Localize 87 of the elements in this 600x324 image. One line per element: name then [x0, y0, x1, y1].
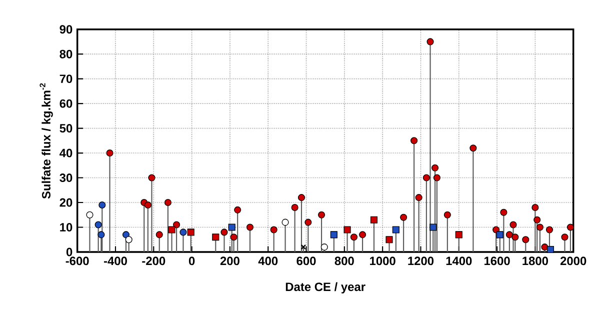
y-tick-label: 70 — [60, 74, 72, 84]
point — [400, 214, 408, 221]
point — [246, 224, 254, 231]
point — [330, 231, 338, 238]
point — [512, 234, 519, 241]
point — [300, 244, 306, 250]
point — [534, 216, 541, 224]
x-tick-label: 2000 — [560, 256, 586, 266]
x-tick-label: 1600 — [484, 256, 510, 266]
point — [94, 221, 102, 228]
point — [392, 226, 400, 234]
point — [298, 194, 306, 202]
point — [122, 231, 130, 238]
point — [106, 150, 114, 157]
point — [370, 216, 378, 224]
point — [234, 206, 242, 214]
point — [432, 164, 439, 172]
point — [410, 137, 418, 144]
point — [430, 224, 437, 231]
x-tick-label: -600 — [66, 256, 89, 266]
point — [148, 174, 156, 182]
y-tick-label: 30 — [60, 174, 72, 182]
x-tick-label: 800 — [334, 256, 354, 266]
point — [98, 231, 105, 238]
point — [532, 204, 539, 211]
point — [426, 38, 434, 46]
x-axis-title: Date CE / year — [286, 282, 366, 294]
y-tick-label: 90 — [60, 25, 72, 34]
y-tick-label: 60 — [60, 99, 72, 108]
point — [144, 201, 152, 209]
point — [510, 221, 517, 228]
y-tick-label: 20 — [60, 198, 72, 207]
x-tick-label: 400 — [258, 256, 278, 266]
x-tick-label: 1200 — [408, 256, 434, 266]
x-tick-label: 1400 — [446, 256, 472, 266]
point — [415, 194, 422, 202]
point — [344, 226, 351, 234]
y-tick-label: 80 — [60, 50, 72, 58]
point — [386, 236, 393, 244]
x-tick-label: -400 — [104, 256, 127, 266]
y-tick-label: 50 — [60, 124, 72, 133]
y-tick-label: 40 — [60, 148, 72, 158]
y-axis-title: Sulfate flux / kg.km$^{-2}$ — [40, 83, 53, 199]
point — [561, 234, 568, 241]
point — [506, 231, 513, 238]
point — [350, 234, 358, 241]
point — [541, 244, 548, 251]
x-tick-label: 0 — [188, 256, 195, 266]
point — [98, 201, 106, 209]
point — [320, 244, 328, 251]
point — [444, 211, 451, 218]
point — [536, 224, 544, 231]
y-tick-label: 10 — [60, 223, 72, 232]
point — [522, 236, 530, 244]
point — [304, 218, 312, 226]
point — [359, 231, 366, 238]
point — [156, 231, 163, 238]
point — [173, 221, 180, 228]
point — [187, 228, 194, 236]
point — [230, 234, 238, 241]
point — [228, 224, 236, 231]
x-tick-label: 600 — [296, 256, 316, 266]
point — [125, 236, 132, 244]
x-tick-label: -200 — [142, 256, 166, 266]
point — [168, 226, 176, 234]
point — [164, 198, 172, 206]
x-tick-label: 1800 — [522, 256, 548, 266]
point — [220, 228, 228, 236]
point — [86, 211, 94, 218]
point — [546, 226, 554, 234]
x-tick-label: 200 — [220, 256, 240, 266]
point — [270, 226, 278, 234]
point — [180, 228, 187, 236]
point — [318, 211, 326, 218]
point — [470, 144, 477, 152]
point — [455, 231, 462, 238]
point — [500, 208, 508, 216]
y-tick-label: 0 — [66, 248, 72, 256]
point — [422, 174, 430, 182]
point — [566, 224, 574, 231]
point — [496, 231, 504, 238]
point — [212, 234, 220, 241]
x-tick-label: 1000 — [370, 256, 396, 266]
point — [546, 246, 554, 254]
point — [433, 174, 440, 182]
point — [291, 204, 298, 211]
point — [282, 218, 289, 226]
